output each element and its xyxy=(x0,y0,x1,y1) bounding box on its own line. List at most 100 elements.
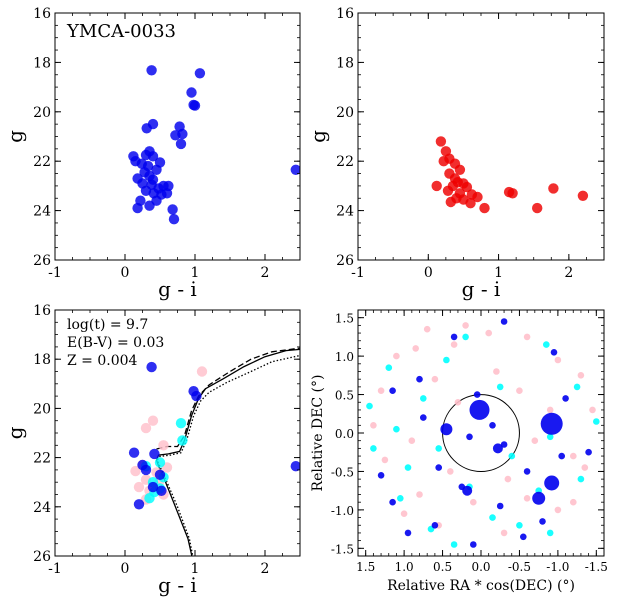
data-point xyxy=(447,468,454,475)
data-point xyxy=(445,196,456,208)
data-point xyxy=(420,395,427,402)
data-point xyxy=(161,188,173,199)
data-point xyxy=(581,464,589,471)
panel-top-right-frame xyxy=(357,12,605,261)
data-point xyxy=(531,437,539,445)
y-tick-label: -1.5 xyxy=(331,542,354,556)
y-tick-label: 1.5 xyxy=(335,312,354,326)
data-point xyxy=(404,464,412,471)
x-tick-label: -1.5 xyxy=(585,560,608,574)
data-point xyxy=(177,435,188,446)
y-tick-label: 20 xyxy=(33,401,51,417)
data-point xyxy=(133,481,145,493)
data-point xyxy=(191,390,202,402)
panel-top-left-xlabel: g - i xyxy=(158,277,197,301)
data-point xyxy=(194,68,206,79)
data-point xyxy=(546,433,554,441)
data-point xyxy=(562,395,569,402)
data-point xyxy=(420,414,427,421)
panel-bottom-right-xlabel: Relative RA * cos(DEC) (°) xyxy=(387,578,575,594)
data-point xyxy=(130,465,141,477)
data-point xyxy=(516,522,523,529)
data-point xyxy=(548,183,559,194)
y-tick-label: 16 xyxy=(33,6,51,22)
data-point xyxy=(393,425,400,433)
data-point xyxy=(416,491,423,498)
x-tick-label: 1 xyxy=(191,561,200,577)
annotation-log-age: log(t) = 9.7 xyxy=(67,317,148,333)
panel-bottom-left-marks xyxy=(128,347,300,556)
panel-top-left-ylabel: g xyxy=(3,130,27,143)
data-point xyxy=(507,188,518,199)
data-point xyxy=(440,423,453,436)
y-tick-label: -0.5 xyxy=(331,465,354,479)
data-point xyxy=(154,469,166,480)
data-point xyxy=(435,445,443,452)
x-tick-label: 2 xyxy=(261,265,270,281)
data-point xyxy=(431,180,442,192)
data-point xyxy=(170,130,181,141)
data-point xyxy=(589,406,596,414)
data-point xyxy=(450,341,458,348)
x-tick-label: 0.0 xyxy=(471,560,490,574)
x-tick-label: 0 xyxy=(424,265,433,281)
data-point xyxy=(462,322,469,329)
data-point xyxy=(577,475,585,483)
data-point xyxy=(175,418,187,429)
y-tick-label: 22 xyxy=(336,154,354,170)
data-point xyxy=(523,495,531,502)
data-point xyxy=(500,441,508,448)
data-point xyxy=(558,452,565,460)
data-point xyxy=(465,198,476,209)
data-point xyxy=(128,447,140,458)
data-point xyxy=(443,356,450,364)
data-point xyxy=(133,499,145,510)
x-tick-label: 0 xyxy=(121,561,130,577)
data-point xyxy=(500,318,508,325)
panel-bottom-right-ticklabels: 1.5 1.0 0.5 0.0 -0.5 -1.0 -1.5 -1.5 -1.0 -0.5 0.0 0… xyxy=(331,312,608,574)
data-point xyxy=(141,123,152,134)
data-point xyxy=(554,356,562,364)
panel-top-left: -1 0 1 2 16 18 20 22 24 26 YMCA-0033 g - i g xyxy=(3,6,301,301)
data-point xyxy=(389,387,396,395)
data-point xyxy=(544,475,560,491)
x-tick-label: 2 xyxy=(564,265,573,281)
panel-bottom-left-ticklabels: -1 0 1 2 16 18 20 22 24 26 xyxy=(33,303,269,577)
data-point xyxy=(435,136,447,147)
data-point xyxy=(412,345,420,352)
panel-top-left-ticklabels: -1 0 1 2 16 18 20 22 24 26 xyxy=(33,6,269,281)
panel-bottom-left: -1 0 1 2 16 18 20 22 24 26 log(t) = 9.7 E(B-V) = … xyxy=(3,303,301,597)
y-tick-label: 16 xyxy=(336,6,354,22)
x-tick-label: -1 xyxy=(48,561,62,577)
x-tick-label: -1 xyxy=(351,265,365,281)
data-point xyxy=(508,452,516,460)
data-point xyxy=(585,448,592,456)
data-point xyxy=(435,464,443,471)
data-point xyxy=(496,502,504,510)
data-point xyxy=(186,87,197,98)
data-point xyxy=(140,464,152,476)
data-point xyxy=(147,151,159,162)
isochrone-dashed xyxy=(156,347,300,450)
data-point xyxy=(473,391,481,398)
data-point xyxy=(196,366,208,377)
data-point xyxy=(469,399,490,420)
panel-bottom-right-frame xyxy=(357,309,605,557)
data-point xyxy=(543,341,550,348)
data-point xyxy=(290,164,300,175)
data-point xyxy=(370,445,377,452)
data-point xyxy=(489,422,496,429)
data-point xyxy=(461,181,473,193)
data-point xyxy=(404,529,412,537)
data-point xyxy=(377,387,385,395)
panel-bottom-right-ylabel: Relative DEC (°) xyxy=(310,375,326,492)
data-point xyxy=(577,190,589,201)
data-point xyxy=(381,456,389,464)
data-point xyxy=(520,533,527,541)
data-point xyxy=(492,443,503,454)
panel-top-right-marks xyxy=(431,136,589,214)
y-tick-label: 0.5 xyxy=(335,389,354,403)
panel-top-right-ticks xyxy=(357,12,605,261)
panel-bottom-left-ticks xyxy=(54,309,301,557)
